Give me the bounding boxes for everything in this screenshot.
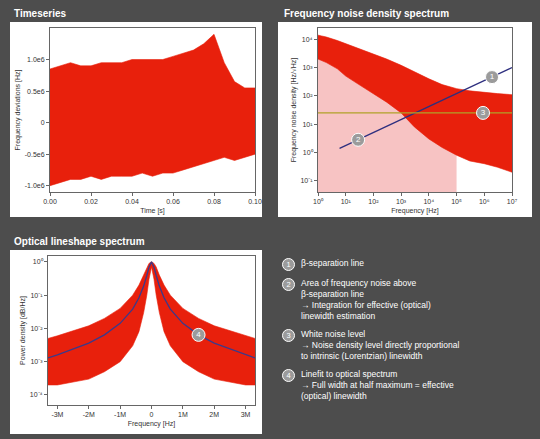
html-text:→ Noise density level directly: → Noise density level directly proportio… <box>301 340 460 350</box>
svg-text:Frequency [Hz]: Frequency [Hz] <box>128 420 176 428</box>
html-text:→ Integration for effective (o: → Integration for effective (optical) <box>301 300 431 310</box>
svg-text:-3M: -3M <box>51 411 63 418</box>
html-text:β-separation line: β-separation line <box>301 289 364 299</box>
html-text:to intrinsic (Lorentzian) line: to intrinsic (Lorentzian) linewidth <box>301 351 423 361</box>
svg-text:10⁻⁴: 10⁻⁴ <box>30 391 43 398</box>
svg-text:0.00: 0.00 <box>43 198 57 205</box>
svg-text:0.06: 0.06 <box>166 198 180 205</box>
svg-text:2: 2 <box>356 135 361 144</box>
svg-text:Frequency noise density [Hz/√H: Frequency noise density [Hz/√Hz] <box>290 58 298 163</box>
svg-text:Frequency noise density spectr: Frequency noise density spectrum <box>284 8 449 19</box>
svg-text:10⁻²: 10⁻² <box>30 325 43 332</box>
svg-text:10³: 10³ <box>396 198 407 205</box>
svg-text:Timeseries: Timeseries <box>14 8 67 19</box>
svg-text:4: 4 <box>196 330 201 339</box>
html-text:4: 4 <box>286 371 291 380</box>
svg-text:0.02: 0.02 <box>84 198 98 205</box>
svg-text:-0.5e6: -0.5e6 <box>25 151 45 158</box>
svg-text:-2M: -2M <box>83 411 95 418</box>
html-text:White noise level: White noise level <box>301 329 366 339</box>
svg-text:10²: 10² <box>368 198 379 205</box>
svg-text:10⁴: 10⁴ <box>423 198 434 205</box>
svg-text:10⁰: 10⁰ <box>313 198 324 205</box>
svg-text:10³: 10³ <box>302 64 313 71</box>
html-text:→ Full width at half maximum =: → Full width at half maximum = effective <box>301 380 454 390</box>
svg-text:-1.0e6: -1.0e6 <box>25 182 45 189</box>
html-text:linewidth estimation: linewidth estimation <box>301 311 376 321</box>
html-text:Linefit to optical spectrum: Linefit to optical spectrum <box>301 369 398 379</box>
html-text:1: 1 <box>286 260 291 269</box>
svg-text:Time [s]: Time [s] <box>140 207 165 215</box>
svg-text:0.04: 0.04 <box>125 198 139 205</box>
html-text:β-separation line: β-separation line <box>301 258 364 268</box>
svg-text:Power density [dB/Hz]: Power density [dB/Hz] <box>19 296 27 365</box>
svg-text:-1M: -1M <box>114 411 126 418</box>
svg-text:Frequency [Hz]: Frequency [Hz] <box>391 207 439 215</box>
svg-text:10⁶: 10⁶ <box>479 198 490 205</box>
svg-text:10⁻¹: 10⁻¹ <box>300 177 313 184</box>
svg-text:10⁷: 10⁷ <box>507 198 518 205</box>
svg-text:0.10: 0.10 <box>248 198 262 205</box>
svg-text:10⁰: 10⁰ <box>33 258 44 265</box>
svg-text:1: 1 <box>490 72 495 81</box>
svg-text:1M: 1M <box>178 411 188 418</box>
svg-text:10¹: 10¹ <box>302 121 313 128</box>
svg-text:Frequency deviations [Hz]: Frequency deviations [Hz] <box>14 69 22 150</box>
svg-text:10²: 10² <box>302 92 313 99</box>
svg-text:3M: 3M <box>241 411 251 418</box>
svg-text:0: 0 <box>150 411 154 418</box>
svg-text:Optical lineshape spectrum: Optical lineshape spectrum <box>14 236 145 247</box>
html-text:Area of frequency noise above: Area of frequency noise above <box>301 278 417 288</box>
svg-text:0: 0 <box>41 119 45 126</box>
svg-text:3: 3 <box>481 108 486 117</box>
html-text:(optical) linewidth: (optical) linewidth <box>301 391 367 401</box>
svg-text:0.5e6: 0.5e6 <box>27 88 45 95</box>
svg-text:10⁵: 10⁵ <box>451 198 462 205</box>
svg-text:10⁴: 10⁴ <box>302 36 313 43</box>
svg-text:2M: 2M <box>209 411 219 418</box>
svg-text:10⁰: 10⁰ <box>303 149 314 156</box>
svg-text:10⁻³: 10⁻³ <box>30 358 43 365</box>
html-text:3: 3 <box>286 331 291 340</box>
svg-text:10⁻¹: 10⁻¹ <box>30 292 43 299</box>
svg-text:0.08: 0.08 <box>207 198 221 205</box>
html-text:2: 2 <box>286 280 291 289</box>
svg-text:10¹: 10¹ <box>341 198 352 205</box>
svg-text:1.0e6: 1.0e6 <box>27 56 45 63</box>
